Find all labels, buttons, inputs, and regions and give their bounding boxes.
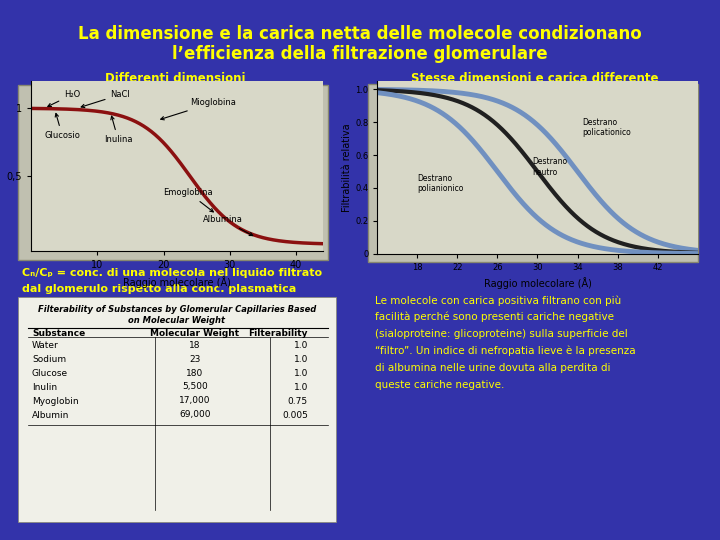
Text: di albumina nelle urine dovuta alla perdita di: di albumina nelle urine dovuta alla perd… [375, 363, 611, 373]
Text: Filterability of Substances by Glomerular Capillaries Based: Filterability of Substances by Glomerula… [38, 305, 316, 314]
Text: 1.0: 1.0 [294, 354, 308, 363]
Text: 23: 23 [189, 354, 201, 363]
X-axis label: Raggio molecolare (Å): Raggio molecolare (Å) [484, 278, 591, 289]
Text: 180: 180 [186, 368, 204, 377]
Text: Sodium: Sodium [32, 354, 66, 363]
Text: (sialoproteine: glicoproteine) sulla superficie del: (sialoproteine: glicoproteine) sulla sup… [375, 329, 628, 339]
Bar [18, 85, 328, 260]
Text: “filtro”. Un indice di nefropatia lieve è la presenza: “filtro”. Un indice di nefropatia lieve … [375, 346, 636, 356]
Bar [368, 84, 698, 262]
Text: queste cariche negative.: queste cariche negative. [375, 380, 505, 390]
Text: 69,000: 69,000 [179, 410, 211, 420]
Y-axis label: Filtrabilità relativa: Filtrabilità relativa [342, 123, 352, 212]
Text: facilità perché sono presenti cariche negative: facilità perché sono presenti cariche ne… [375, 312, 614, 322]
Text: Albumina: Albumina [203, 215, 253, 235]
Text: Destrano
neutro: Destrano neutro [533, 157, 567, 177]
Text: on Molecular Weight: on Molecular Weight [128, 316, 225, 325]
Text: Myoglobin: Myoglobin [32, 396, 78, 406]
Text: 1.0: 1.0 [294, 368, 308, 377]
Text: 1.0: 1.0 [294, 341, 308, 349]
Text: Molecular Weight: Molecular Weight [150, 328, 240, 338]
Text: Substance: Substance [32, 328, 85, 338]
Text: Stesse dimensioni e carica differente: Stesse dimensioni e carica differente [411, 72, 659, 85]
Text: 1.0: 1.0 [294, 382, 308, 392]
Text: Filterability: Filterability [248, 328, 308, 338]
Text: Inulina: Inulina [104, 116, 132, 144]
Text: Albumin: Albumin [32, 410, 69, 420]
Text: NaCl: NaCl [81, 90, 130, 107]
Text: Water: Water [32, 341, 59, 349]
Y-axis label: $C_f/C_p$: $C_f/C_p$ [0, 152, 4, 180]
Text: 0.005: 0.005 [282, 410, 308, 420]
Text: 17,000: 17,000 [179, 396, 211, 406]
Text: Glucose: Glucose [32, 368, 68, 377]
Text: Mioglobina: Mioglobina [161, 98, 236, 120]
Text: Le molecole con carica positiva filtrano con più: Le molecole con carica positiva filtrano… [375, 295, 621, 306]
Text: Glucosio: Glucosio [44, 113, 80, 140]
Text: dal glomerulo rispetto alla conc. plasmatica: dal glomerulo rispetto alla conc. plasma… [22, 284, 296, 294]
Text: 5,500: 5,500 [182, 382, 208, 392]
Text: Cₙ/Cₚ = conc. di una molecola nel liquido filtrato: Cₙ/Cₚ = conc. di una molecola nel liquid… [22, 268, 322, 278]
Text: Destrano
policationico: Destrano policationico [582, 118, 631, 137]
Text: l’efficienza della filtrazione glomerulare: l’efficienza della filtrazione glomerula… [172, 45, 548, 63]
Bar [18, 297, 336, 522]
Text: Emoglobina: Emoglobina [163, 188, 213, 212]
Text: H₂O: H₂O [48, 90, 81, 106]
X-axis label: Raggio molecolare (Å): Raggio molecolare (Å) [123, 276, 230, 288]
Text: Inulin: Inulin [32, 382, 57, 392]
Text: Destrano
polianionico: Destrano polianionico [418, 174, 464, 193]
Text: 18: 18 [189, 341, 201, 349]
Text: Differenti dimensioni: Differenti dimensioni [104, 72, 246, 85]
Text: 0.75: 0.75 [288, 396, 308, 406]
Text: La dimensione e la carica netta delle molecole condizionano: La dimensione e la carica netta delle mo… [78, 25, 642, 43]
